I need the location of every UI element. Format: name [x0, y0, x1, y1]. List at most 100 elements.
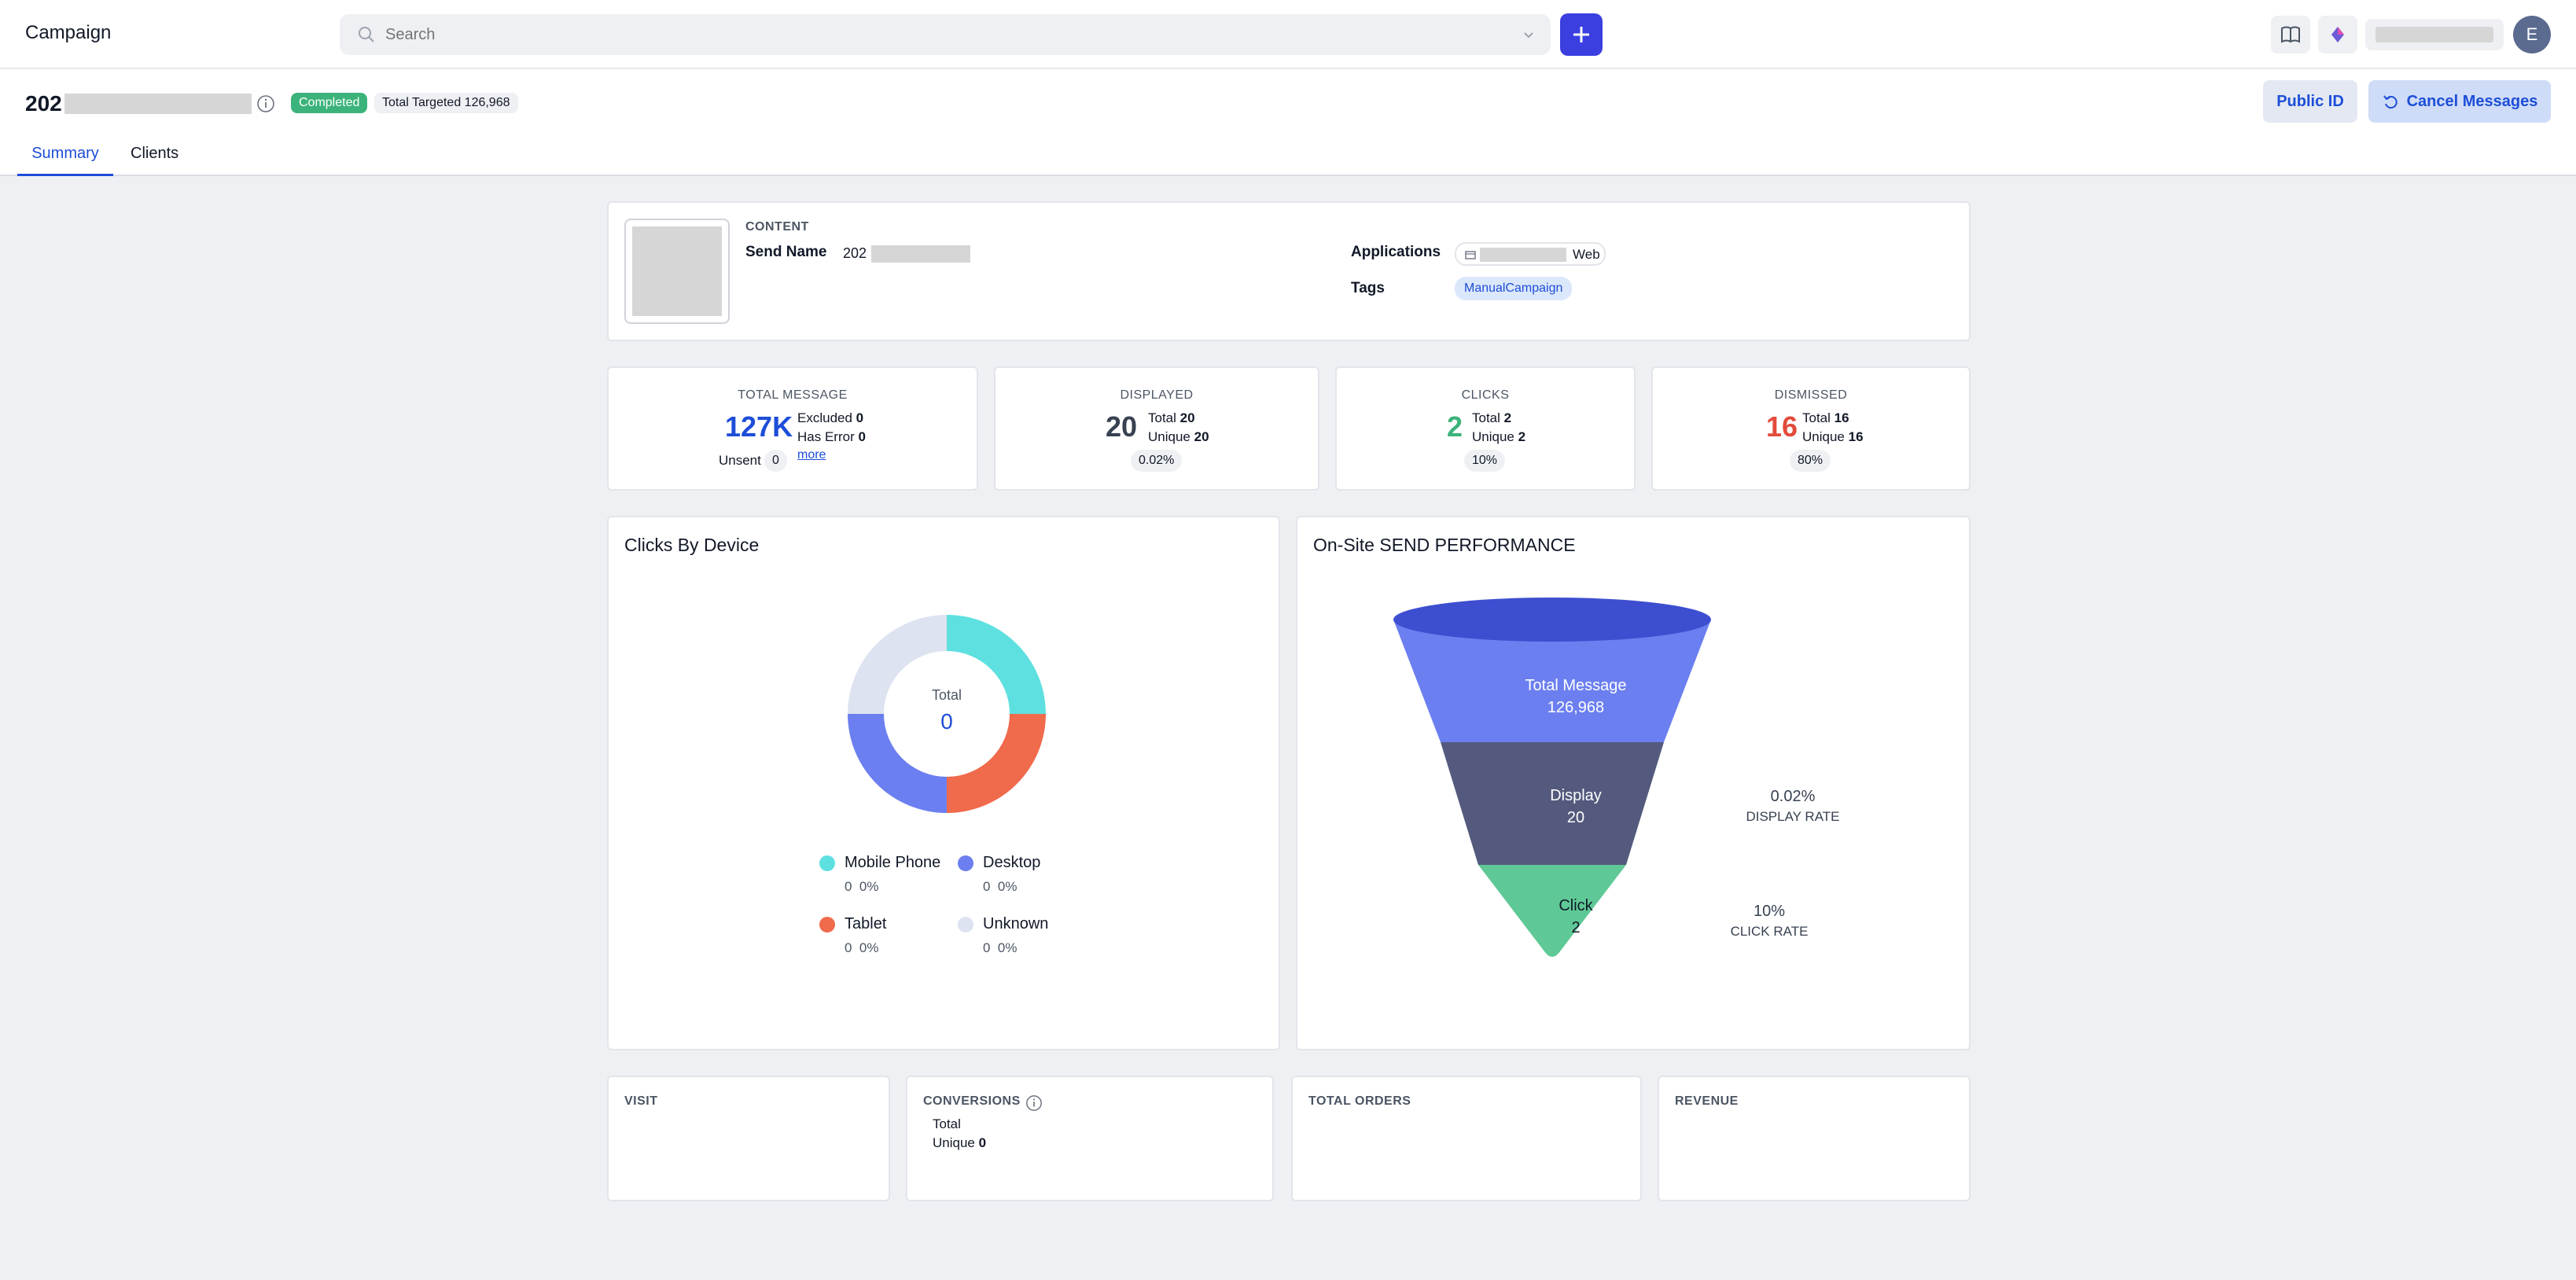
- clicks-by-device-card: Clicks By Device Total 0 Mobile Phone 0 …: [607, 516, 1280, 1050]
- total-message-card: TOTAL MESSAGE 127K Excluded 0 Has Error …: [607, 366, 978, 491]
- displayed-value: 20: [1106, 410, 1138, 443]
- visit-title: VISIT: [624, 1094, 658, 1108]
- click-rate: 10% CLICK RATE: [1730, 903, 1809, 939]
- public-id-button[interactable]: Public ID: [2263, 80, 2357, 123]
- user-name-redacted: [2375, 27, 2493, 42]
- chevron-down-icon[interactable]: [1521, 27, 1536, 42]
- displayed-card: DISPLAYED 20 Total 20 Unique 20 0.02%: [994, 366, 1319, 491]
- total-orders-card: TOTAL ORDERS: [1291, 1076, 1642, 1201]
- funnel-stage-click[interactable]: [1478, 865, 1626, 957]
- total-orders-title: TOTAL ORDERS: [1308, 1094, 1411, 1108]
- legend-label-mobile: Mobile Phone: [845, 854, 941, 871]
- book-icon: [2281, 26, 2300, 43]
- cancel-messages-label: Cancel Messages: [2406, 92, 2538, 110]
- targeted-badge: Total Targeted 126,968: [374, 93, 518, 113]
- search-bar[interactable]: [340, 14, 1551, 55]
- application-name-redacted: [1480, 248, 1566, 262]
- legend-dot-unknown: [958, 917, 973, 932]
- send-name-label: Send Name: [745, 244, 827, 260]
- performance-funnel: [1393, 598, 1711, 957]
- dismissed-rate: 80%: [1790, 450, 1831, 472]
- send-performance-title: On-Site SEND PERFORMANCE: [1313, 535, 1576, 555]
- clicks-card: CLICKS 2 Total 2 Unique 2 10%: [1335, 366, 1636, 491]
- conversions-card: CONVERSIONS Total Unique 0: [906, 1076, 1274, 1201]
- search-icon: [359, 27, 374, 42]
- application-platform: Web: [1573, 247, 1600, 262]
- campaign-header: 202 Completed Total Targeted 126,968 Pub…: [0, 69, 2576, 176]
- legend-dot-desktop: [958, 855, 973, 871]
- top-bar: Campaign E: [0, 0, 2576, 69]
- revenue-card: REVENUE: [1658, 1076, 1971, 1201]
- docs-button[interactable]: [2271, 16, 2310, 53]
- avatar[interactable]: E: [2513, 16, 2551, 53]
- donut-segment-mobile[interactable]: [947, 615, 1046, 714]
- app-icon: [1465, 251, 1476, 259]
- funnel-top: [1393, 598, 1711, 642]
- device-donut-chart: [848, 615, 1046, 813]
- assistant-button[interactable]: [2318, 16, 2357, 53]
- funnel-stage-total-message[interactable]: [1393, 620, 1711, 742]
- dismissed-unique: Unique 16: [1802, 429, 1864, 444]
- conversions-total: Total: [933, 1116, 961, 1131]
- more-link[interactable]: more: [797, 448, 826, 462]
- total-message-value: 127K: [725, 410, 793, 443]
- add-button[interactable]: [1560, 13, 1603, 56]
- legend-value-desktop: 0 0%: [983, 879, 1018, 894]
- tag-chip[interactable]: ManualCampaign: [1455, 277, 1573, 300]
- legend-label-desktop: Desktop: [983, 854, 1041, 871]
- clicks-rate: 10%: [1464, 450, 1506, 472]
- tab-clients[interactable]: Clients: [131, 145, 179, 162]
- legend-value-tablet: 0 0%: [845, 940, 879, 955]
- content-thumbnail: [624, 219, 730, 324]
- send-performance-card: On-Site SEND PERFORMANCE Total Message 1…: [1296, 516, 1971, 1050]
- donut-segment-tablet[interactable]: [947, 714, 1046, 813]
- dismissed-card: DISMISSED 16 Total 16 Unique 16 80%: [1651, 366, 1971, 491]
- undo-icon: [2383, 95, 2398, 109]
- page-title: 202: [25, 91, 62, 116]
- display-rate: 0.02% DISPLAY RATE: [1746, 788, 1840, 824]
- title-redacted: [64, 94, 252, 114]
- legend-dot-mobile: [819, 855, 835, 871]
- donut-center-value: 0: [940, 709, 953, 734]
- send-name-redacted: [871, 245, 970, 263]
- info-icon[interactable]: [256, 94, 275, 113]
- stat-title: TOTAL MESSAGE: [738, 388, 848, 402]
- user-menu[interactable]: [2365, 19, 2504, 50]
- info-icon[interactable]: [1025, 1094, 1043, 1112]
- search-input[interactable]: [385, 22, 1470, 47]
- displayed-total: Total 20: [1148, 410, 1195, 425]
- legend-value-unknown: 0 0%: [983, 940, 1018, 955]
- tags-label: Tags: [1351, 280, 1385, 296]
- conversions-title: CONVERSIONS: [923, 1094, 1021, 1108]
- stat-title: DISMISSED: [1774, 388, 1848, 402]
- funnel-stage-display[interactable]: [1441, 742, 1664, 865]
- funnel-label-total-message: Total Message 126,968: [1525, 677, 1627, 716]
- has-error-line: Has Error 0: [797, 429, 866, 444]
- tab-summary[interactable]: Summary: [17, 145, 113, 176]
- excluded-line: Excluded 0: [797, 410, 864, 425]
- applications-label: Applications: [1351, 244, 1441, 260]
- status-badge: Completed: [291, 93, 368, 113]
- donut-segment-desktop[interactable]: [848, 714, 947, 813]
- application-chip: Web: [1455, 242, 1606, 266]
- legend-dot-tablet: [819, 917, 835, 932]
- unsent-label: Unsent: [719, 453, 761, 468]
- plus-icon: [1573, 27, 1589, 42]
- clicks-total: Total 2: [1472, 410, 1512, 425]
- sparkle-icon: [2331, 27, 2344, 42]
- donut-segment-unknown[interactable]: [848, 615, 947, 714]
- legend-value-mobile: 0 0%: [845, 879, 879, 894]
- app-title: Campaign: [25, 22, 112, 43]
- content-label: CONTENT: [745, 220, 809, 234]
- clicks-value: 2: [1447, 410, 1463, 443]
- cancel-messages-button[interactable]: Cancel Messages: [2368, 80, 2551, 123]
- revenue-title: REVENUE: [1675, 1094, 1739, 1108]
- conversions-unique: Unique 0: [933, 1135, 987, 1150]
- unsent-value: 0: [764, 450, 787, 472]
- stat-title: DISPLAYED: [1120, 388, 1194, 402]
- displayed-unique: Unique 20: [1148, 429, 1209, 444]
- legend-label-tablet: Tablet: [845, 915, 887, 932]
- funnel-label-click: Click 2: [1558, 897, 1593, 936]
- donut-center-label: Total: [931, 687, 962, 703]
- clicks-by-device-title: Clicks By Device: [624, 535, 760, 555]
